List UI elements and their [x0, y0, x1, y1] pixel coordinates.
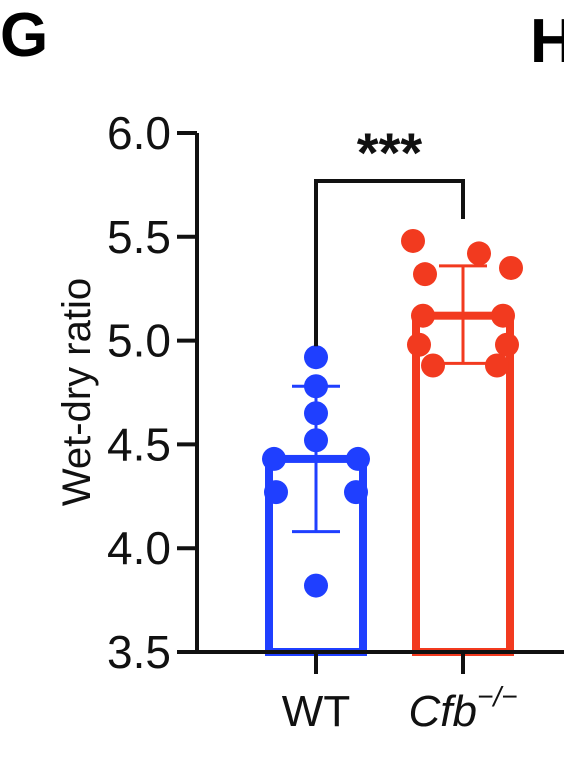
- y-tick-label: 4.5: [107, 418, 171, 470]
- significance-bracket: [314, 179, 465, 347]
- data-point: [304, 573, 328, 598]
- points-group: [262, 228, 523, 598]
- x-tick-label-cfb: Cfb−/−: [409, 681, 518, 736]
- bars-group: [265, 311, 514, 656]
- data-point: [344, 480, 368, 505]
- data-point: [262, 446, 286, 471]
- y-axis-title: Wet-dry ratio: [55, 278, 99, 506]
- y-axis: 3.5 4.0 4.5 5.0 5.5 6.0: [107, 107, 199, 678]
- data-point: [304, 374, 328, 399]
- data-point: [401, 228, 425, 253]
- data-point: [421, 353, 445, 378]
- y-tick-label: 4.0: [107, 522, 171, 574]
- data-point: [304, 428, 328, 453]
- y-tick-label: 5.0: [107, 315, 171, 367]
- data-point: [495, 332, 519, 357]
- x-axis: WT Cfb−/−: [197, 650, 564, 736]
- error-bars-group: [292, 264, 487, 534]
- data-point: [411, 303, 435, 328]
- data-point: [346, 446, 370, 471]
- category-name: Cfb: [409, 687, 477, 736]
- data-point: [485, 353, 509, 378]
- significance-group: ***: [314, 121, 465, 347]
- category-superscript: −/−: [477, 681, 517, 712]
- data-point: [491, 303, 515, 328]
- data-point: [407, 332, 431, 357]
- x-tick-label-wt: WT: [282, 687, 350, 736]
- category-name: WT: [282, 687, 350, 736]
- data-point: [413, 262, 437, 287]
- panel-label-h: H: [530, 7, 564, 76]
- y-tick-label: 5.5: [107, 211, 171, 263]
- significance-stars: ***: [357, 121, 423, 184]
- data-point: [304, 401, 328, 426]
- data-point: [467, 241, 491, 266]
- data-point: [264, 480, 288, 505]
- data-point: [499, 255, 523, 280]
- y-tick-label: 6.0: [107, 107, 171, 159]
- data-point: [304, 345, 328, 370]
- y-tick-label: 3.5: [107, 626, 171, 678]
- panel-label-g: G: [0, 1, 48, 70]
